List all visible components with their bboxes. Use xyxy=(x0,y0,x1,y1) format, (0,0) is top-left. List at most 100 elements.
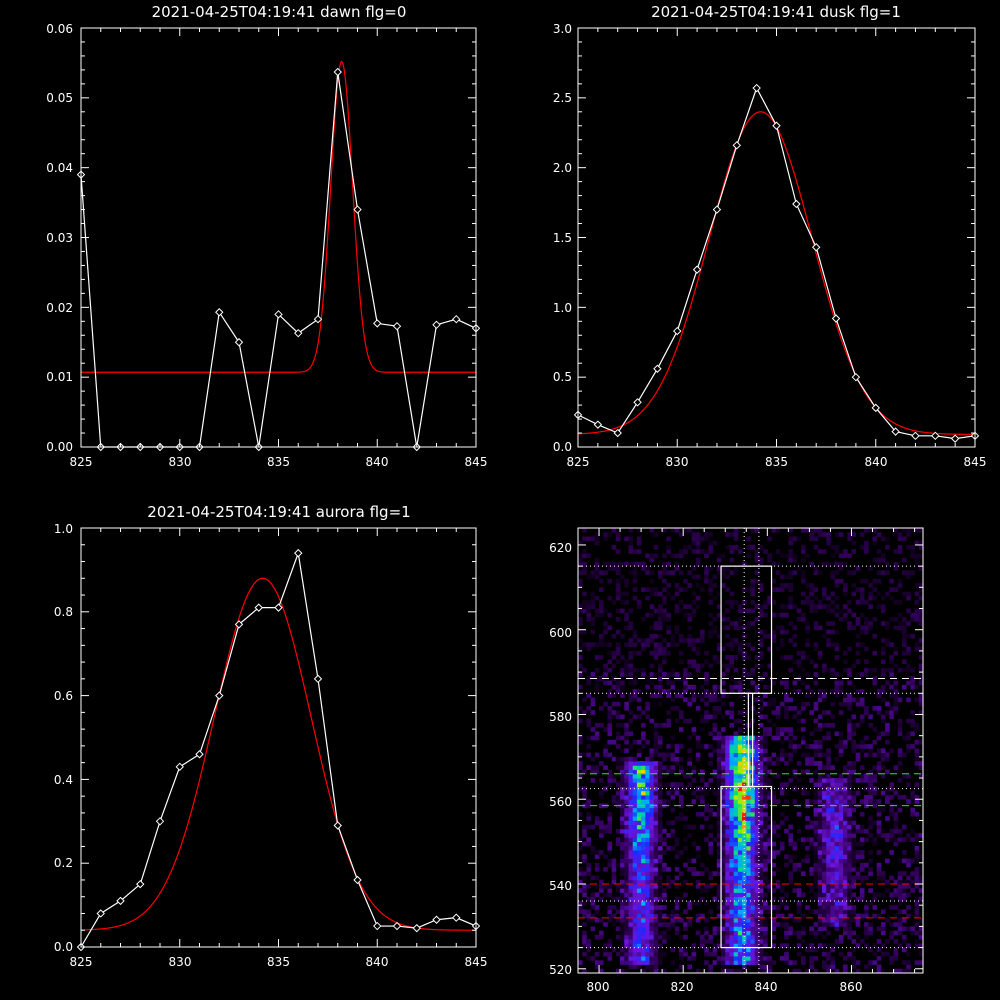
heatmap-cell xyxy=(653,879,659,885)
heatmap-cell xyxy=(750,587,756,592)
heatmap-cell xyxy=(657,888,663,893)
heatmap-cell xyxy=(758,939,764,944)
heatmap-cell xyxy=(859,888,865,893)
heatmap-cell xyxy=(872,790,878,796)
heatmap-cell xyxy=(737,756,743,762)
heatmap-cell xyxy=(729,714,735,720)
heatmap-cell xyxy=(897,922,903,927)
heatmap-cell xyxy=(599,706,604,711)
heatmap-cell xyxy=(914,727,920,732)
heatmap-cell xyxy=(809,888,815,893)
heatmap-cell xyxy=(742,896,747,902)
heatmap-cell xyxy=(653,909,659,915)
heatmap-cell xyxy=(649,850,655,855)
heatmap-cell xyxy=(859,642,865,648)
heatmap-cell xyxy=(712,811,718,817)
heatmap-cell xyxy=(721,752,726,758)
heatmap-cell xyxy=(851,913,857,919)
heatmap-cell xyxy=(763,795,768,800)
heatmap-cell xyxy=(641,900,646,906)
heatmap-cell xyxy=(641,642,646,648)
heatmap-cell xyxy=(838,744,844,749)
heatmap-cell xyxy=(649,892,655,898)
heatmap-cell xyxy=(733,769,739,775)
heatmap-cell xyxy=(876,769,882,775)
heatmap-cell xyxy=(763,761,768,766)
heatmap-cell xyxy=(817,879,823,885)
heatmap-cell xyxy=(590,735,596,741)
heatmap-cell xyxy=(834,549,840,554)
heatmap-cell xyxy=(632,867,638,872)
heatmap-cell xyxy=(628,570,634,576)
heatmap-cell xyxy=(885,561,890,567)
heatmap-cell xyxy=(742,744,747,749)
heatmap-cell xyxy=(737,884,743,889)
heatmap-cell xyxy=(716,956,722,961)
heatmap-cell xyxy=(893,561,899,567)
heatmap-cell xyxy=(784,816,789,821)
heatmap-cell xyxy=(649,816,655,821)
heatmap-cell xyxy=(674,968,680,974)
heatmap-cell xyxy=(838,951,844,957)
heatmap-cell xyxy=(889,672,894,677)
heatmap-cell xyxy=(813,663,819,669)
heatmap-cell xyxy=(611,693,617,698)
heatmap-cell xyxy=(880,930,886,936)
heatmap-cell xyxy=(800,701,806,707)
heatmap-cell xyxy=(779,888,785,893)
heatmap-cell xyxy=(784,693,789,698)
heatmap-cell xyxy=(859,689,865,694)
heatmap-cell xyxy=(771,845,777,851)
heatmap-cell xyxy=(641,769,646,775)
heatmap-cell xyxy=(578,735,583,741)
heatmap-cell xyxy=(599,642,604,648)
heatmap-cell xyxy=(657,867,663,872)
heatmap-cell xyxy=(611,633,617,639)
heatmap-cell xyxy=(624,778,629,783)
heatmap-cell xyxy=(678,727,684,732)
heatmap-cell xyxy=(582,892,587,898)
heatmap-cell xyxy=(897,544,903,550)
heatmap-cell xyxy=(779,625,785,631)
heatmap-cell xyxy=(615,595,621,601)
heatmap-cell xyxy=(674,854,680,859)
heatmap-cell xyxy=(716,566,722,571)
heatmap-cell xyxy=(889,714,894,720)
heatmap-cell xyxy=(813,536,819,542)
heatmap-cell xyxy=(594,862,600,868)
heatmap-cell xyxy=(843,561,848,567)
heatmap-cell xyxy=(695,739,701,745)
heatmap-cell xyxy=(788,540,793,546)
heatmap-cell xyxy=(809,956,815,961)
heatmap-cell xyxy=(708,807,714,813)
heatmap-cell xyxy=(758,900,764,906)
heatmap-cell xyxy=(897,731,903,737)
heatmap-cell xyxy=(750,900,756,906)
heatmap-cell xyxy=(889,892,894,898)
heatmap-cell xyxy=(645,820,650,826)
heatmap-cell xyxy=(687,544,692,550)
heatmap-cell xyxy=(695,544,701,550)
heatmap-cell xyxy=(649,570,655,576)
heatmap-cell xyxy=(822,811,827,817)
heatmap-cell xyxy=(742,752,747,758)
heatmap-cell xyxy=(826,807,831,813)
plot-area xyxy=(76,548,481,952)
heatmap-cell xyxy=(678,689,684,694)
heatmap-cell xyxy=(792,968,798,974)
heatmap-cell xyxy=(657,850,663,855)
y-tick-label: 0.0 xyxy=(553,440,572,454)
heatmap-cell xyxy=(645,900,650,906)
heatmap-cell xyxy=(918,638,924,643)
heatmap-cell xyxy=(578,672,583,677)
heatmap-cell xyxy=(586,765,592,770)
heatmap-cell xyxy=(834,646,840,652)
heatmap-cell xyxy=(678,570,684,576)
heatmap-cell xyxy=(826,731,831,737)
heatmap-cell xyxy=(733,799,739,804)
heatmap-cell xyxy=(594,642,600,648)
heatmap-cell xyxy=(914,553,920,559)
heatmap-cell xyxy=(670,752,676,758)
heatmap-cell xyxy=(851,930,857,936)
heatmap-cell xyxy=(763,612,768,618)
